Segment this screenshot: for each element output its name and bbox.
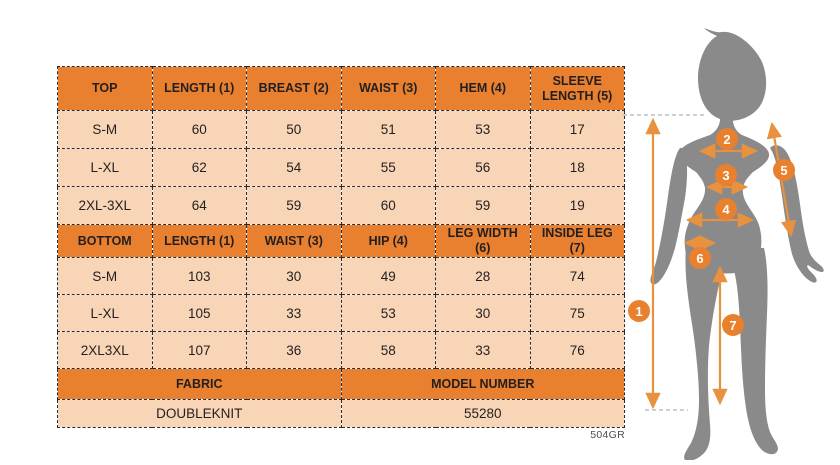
marker-5-number: 5 (780, 163, 787, 178)
measure-cell: 76 (529, 331, 625, 369)
column-header-sleeve-length: SLEEVE LENGTH (5) (529, 66, 625, 111)
left-arm-shape (650, 147, 688, 285)
size-label: 2XL-3XL (57, 186, 153, 225)
column-header-length: LENGTH (1) (151, 66, 247, 111)
marker-3: 3 (715, 164, 737, 186)
measure-cell: 54 (246, 148, 342, 187)
marker-4-number: 4 (722, 202, 730, 217)
top-header-row: TOP LENGTH (1) BREAST (2) WAIST (3) HEM … (57, 66, 625, 111)
marker-2-circle (716, 128, 738, 150)
size-label: S-M (57, 257, 153, 295)
column-header-inside-leg: INSIDE LEG (7) (529, 224, 625, 258)
marker-7-circle (722, 314, 744, 336)
footer-header-row: FABRIC MODEL NUMBER (57, 368, 625, 400)
column-header-waist: WAIST (3) (246, 224, 342, 258)
marker-4-circle (715, 198, 737, 220)
measure-cell: 19 (529, 186, 625, 225)
marker-2-number: 2 (723, 132, 730, 147)
marker-1-circle (628, 300, 650, 322)
measure-cell: 60 (151, 110, 247, 149)
table-row: S-M 103 30 49 28 74 (57, 257, 625, 295)
size-label: L-XL (57, 294, 153, 332)
measure-cell: 30 (435, 294, 531, 332)
fabric-value: DOUBLEKNIT (57, 399, 342, 428)
measure-cell: 105 (151, 294, 247, 332)
model-number-value: 55280 (340, 399, 625, 428)
measurement-markers: 1 2 3 4 5 6 7 (628, 128, 795, 336)
measure-cell: 55 (340, 148, 436, 187)
table-row: L-XL 62 54 55 56 18 (57, 148, 625, 187)
measure-cell: 50 (246, 110, 342, 149)
measure-cell: 30 (246, 257, 342, 295)
column-header-waist: WAIST (3) (340, 66, 436, 111)
measure-cell: 75 (529, 294, 625, 332)
marker-6: 6 (689, 247, 711, 269)
measure-cell: 17 (529, 110, 625, 149)
marker-6-circle (689, 247, 711, 269)
measure-cell: 60 (340, 186, 436, 225)
measurement-figure: 1 2 3 4 5 6 7 (623, 28, 824, 460)
measure-cell: 53 (340, 294, 436, 332)
measure-cell: 18 (529, 148, 625, 187)
measure-cell: 33 (435, 331, 531, 369)
marker-3-number: 3 (722, 168, 729, 183)
size-label: L-XL (57, 148, 153, 187)
measure-cell: 36 (246, 331, 342, 369)
marker-4: 4 (715, 198, 737, 220)
measure-cell: 64 (151, 186, 247, 225)
measure-cell: 56 (435, 148, 531, 187)
table-row: L-XL 105 33 53 30 75 (57, 294, 625, 332)
measure-cell: 107 (151, 331, 247, 369)
marker-1: 1 (628, 300, 650, 322)
column-header-breast: BREAST (2) (246, 66, 342, 111)
measure-cell: 49 (340, 257, 436, 295)
table-row: 2XL-3XL 64 59 60 59 19 (57, 186, 625, 225)
column-header-hip: HIP (4) (340, 224, 436, 258)
measure-cell: 28 (435, 257, 531, 295)
legs-shape (684, 248, 778, 460)
marker-5: 5 (773, 159, 795, 181)
measure-cell: 59 (435, 186, 531, 225)
marker-2: 2 (716, 128, 738, 150)
size-table: TOP LENGTH (1) BREAST (2) WAIST (3) HEM … (57, 66, 625, 428)
style-code: 504GR (590, 429, 625, 441)
size-label: S-M (57, 110, 153, 149)
measure-cell: 58 (340, 331, 436, 369)
measure-cell: 51 (340, 110, 436, 149)
body-silhouette (650, 28, 824, 460)
column-header-fabric: FABRIC (57, 368, 342, 400)
marker-6-number: 6 (696, 251, 703, 266)
marker-1-number: 1 (635, 304, 642, 319)
table-row: 2XL3XL 107 36 58 33 76 (57, 331, 625, 369)
column-header-model-number: MODEL NUMBER (340, 368, 625, 400)
measure-cell: 53 (435, 110, 531, 149)
measure-cell: 74 (529, 257, 625, 295)
measure-cell: 103 (151, 257, 247, 295)
head-hair-shape (698, 28, 767, 121)
size-label: 2XL3XL (57, 331, 153, 369)
marker-7: 7 (722, 314, 744, 336)
column-header-hem: HEM (4) (435, 66, 531, 111)
measure-cell: 62 (151, 148, 247, 187)
marker-3-circle (715, 164, 737, 186)
column-header-leg-width: LEG WIDTH (6) (435, 224, 531, 258)
bottom-header-row: BOTTOM LENGTH (1) WAIST (3) HIP (4) LEG … (57, 224, 625, 258)
marker-5-circle (773, 159, 795, 181)
footer-value-row: DOUBLEKNIT 55280 (57, 399, 625, 428)
measure-cell: 59 (246, 186, 342, 225)
marker-7-number: 7 (729, 318, 736, 333)
column-header-length: LENGTH (1) (151, 224, 247, 258)
column-header-top: TOP (57, 66, 153, 111)
table-row: S-M 60 50 51 53 17 (57, 110, 625, 149)
column-header-bottom: BOTTOM (57, 224, 153, 258)
measure-cell: 33 (246, 294, 342, 332)
